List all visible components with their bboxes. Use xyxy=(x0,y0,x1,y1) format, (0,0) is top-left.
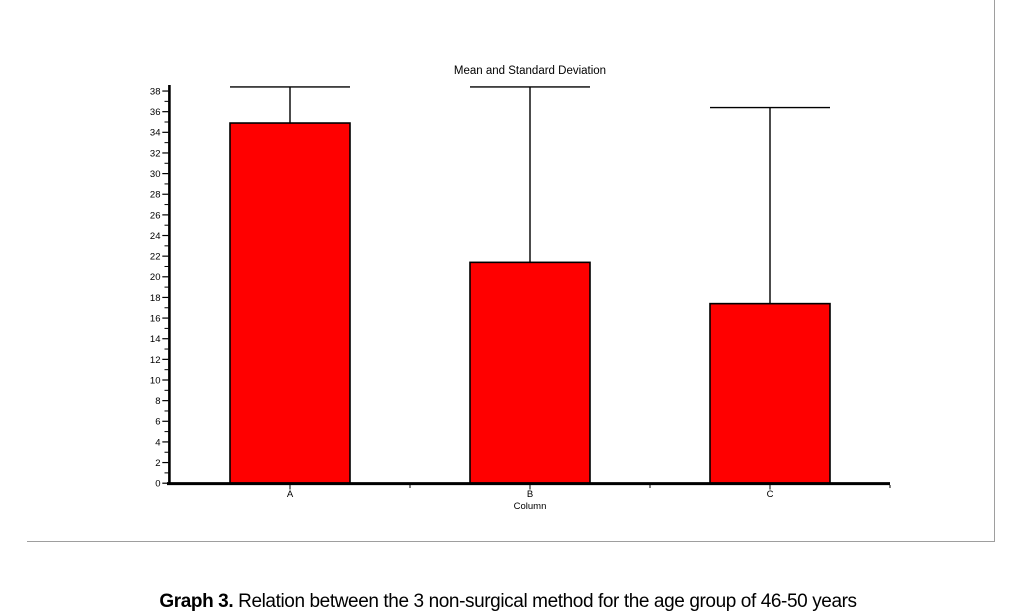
y-tick-label: 32 xyxy=(150,148,161,159)
y-tick-label: 34 xyxy=(150,128,161,139)
y-tick-label: 8 xyxy=(155,396,160,407)
y-tick-label: 18 xyxy=(150,293,161,304)
y-tick-label: 20 xyxy=(150,272,161,283)
x-axis-title: Column xyxy=(513,501,547,512)
y-tick-label: 24 xyxy=(150,231,161,242)
y-tick-label: 10 xyxy=(150,375,161,386)
y-tick-label: 12 xyxy=(150,355,161,366)
y-tick-label: 0 xyxy=(155,479,160,490)
bar-B xyxy=(469,261,591,484)
y-tick-label: 6 xyxy=(155,417,160,428)
figure-caption: Graph 3. Relation between the 3 non-surg… xyxy=(0,589,1016,615)
y-tick-label: 38 xyxy=(150,86,161,97)
bar-C xyxy=(709,302,831,484)
x-tick-label-C: C xyxy=(767,489,774,500)
caption-text: Relation between the 3 non-surgical meth… xyxy=(238,591,857,612)
caption-label: Graph 3. xyxy=(159,591,234,612)
y-tick-label: 16 xyxy=(150,313,161,324)
y-tick-label: 2 xyxy=(155,458,160,469)
figure-cell-frame xyxy=(27,0,995,542)
x-tick-label-A: A xyxy=(287,489,294,500)
chart-title: Mean and Standard Deviation xyxy=(453,65,607,77)
y-tick-label: 26 xyxy=(150,210,161,221)
y-tick-label: 30 xyxy=(150,169,161,180)
y-tick-label: 22 xyxy=(150,252,161,263)
y-tick-label: 36 xyxy=(150,107,161,118)
y-tick-label: 14 xyxy=(150,334,161,345)
bar-A xyxy=(229,122,351,484)
y-tick-label: 28 xyxy=(150,190,161,201)
y-tick-label: 4 xyxy=(155,437,160,448)
x-tick-label-B: B xyxy=(527,489,533,500)
